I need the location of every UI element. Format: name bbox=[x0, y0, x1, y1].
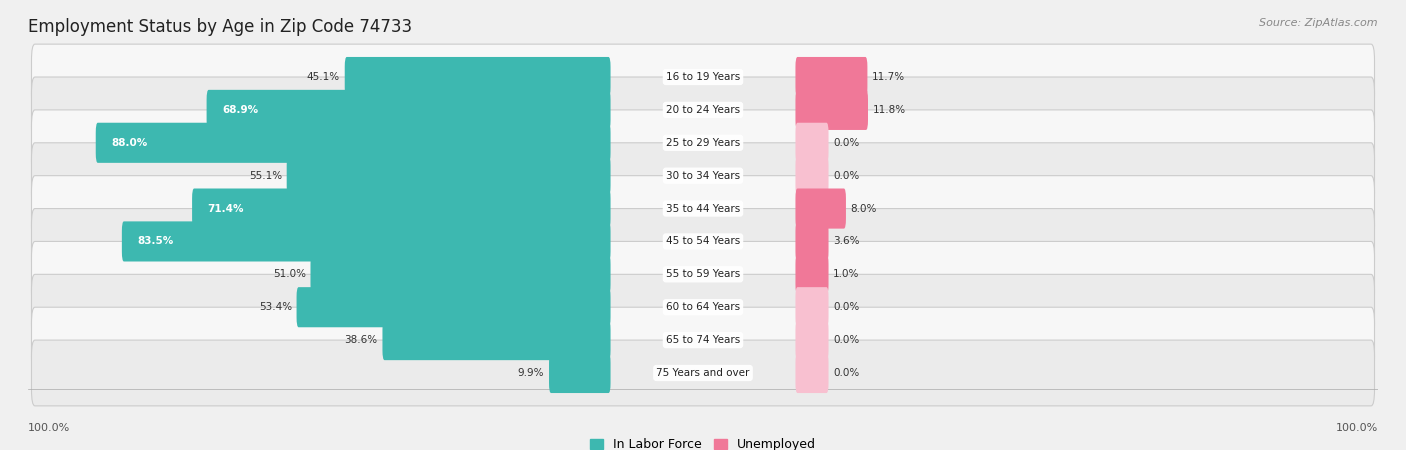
Text: 65 to 74 Years: 65 to 74 Years bbox=[666, 335, 740, 345]
Text: 55 to 59 Years: 55 to 59 Years bbox=[666, 270, 740, 279]
Text: 30 to 34 Years: 30 to 34 Years bbox=[666, 171, 740, 180]
Text: 0.0%: 0.0% bbox=[834, 171, 859, 180]
Text: 35 to 44 Years: 35 to 44 Years bbox=[666, 203, 740, 214]
Text: 100.0%: 100.0% bbox=[28, 423, 70, 433]
Text: 51.0%: 51.0% bbox=[273, 270, 305, 279]
FancyBboxPatch shape bbox=[796, 287, 828, 327]
FancyBboxPatch shape bbox=[796, 353, 828, 393]
FancyBboxPatch shape bbox=[31, 110, 1375, 176]
Text: 0.0%: 0.0% bbox=[834, 302, 859, 312]
FancyBboxPatch shape bbox=[122, 221, 610, 261]
FancyBboxPatch shape bbox=[31, 77, 1375, 143]
Text: 16 to 19 Years: 16 to 19 Years bbox=[666, 72, 740, 82]
Text: 100.0%: 100.0% bbox=[1336, 423, 1378, 433]
FancyBboxPatch shape bbox=[796, 254, 828, 294]
FancyBboxPatch shape bbox=[31, 176, 1375, 242]
FancyBboxPatch shape bbox=[31, 44, 1375, 110]
Text: 71.4%: 71.4% bbox=[208, 203, 245, 214]
Text: 45 to 54 Years: 45 to 54 Years bbox=[666, 236, 740, 247]
FancyBboxPatch shape bbox=[297, 287, 610, 327]
Text: 25 to 29 Years: 25 to 29 Years bbox=[666, 138, 740, 148]
Text: 20 to 24 Years: 20 to 24 Years bbox=[666, 105, 740, 115]
Text: Source: ZipAtlas.com: Source: ZipAtlas.com bbox=[1260, 18, 1378, 28]
Text: Employment Status by Age in Zip Code 74733: Employment Status by Age in Zip Code 747… bbox=[28, 18, 412, 36]
Text: 9.9%: 9.9% bbox=[517, 368, 544, 378]
FancyBboxPatch shape bbox=[31, 307, 1375, 373]
Text: 11.8%: 11.8% bbox=[873, 105, 905, 115]
Text: 53.4%: 53.4% bbox=[259, 302, 292, 312]
FancyBboxPatch shape bbox=[344, 57, 610, 97]
Text: 38.6%: 38.6% bbox=[344, 335, 378, 345]
FancyBboxPatch shape bbox=[796, 90, 868, 130]
FancyBboxPatch shape bbox=[31, 274, 1375, 340]
Text: 3.6%: 3.6% bbox=[834, 236, 859, 247]
Text: 0.0%: 0.0% bbox=[834, 335, 859, 345]
FancyBboxPatch shape bbox=[31, 143, 1375, 208]
FancyBboxPatch shape bbox=[796, 57, 868, 97]
FancyBboxPatch shape bbox=[796, 320, 828, 360]
Text: 68.9%: 68.9% bbox=[222, 105, 259, 115]
FancyBboxPatch shape bbox=[796, 189, 846, 229]
Text: 8.0%: 8.0% bbox=[851, 203, 877, 214]
FancyBboxPatch shape bbox=[311, 254, 610, 294]
Text: 55.1%: 55.1% bbox=[249, 171, 283, 180]
FancyBboxPatch shape bbox=[193, 189, 610, 229]
Text: 11.7%: 11.7% bbox=[872, 72, 905, 82]
Text: 45.1%: 45.1% bbox=[307, 72, 340, 82]
FancyBboxPatch shape bbox=[382, 320, 610, 360]
FancyBboxPatch shape bbox=[31, 340, 1375, 406]
FancyBboxPatch shape bbox=[796, 123, 828, 163]
Text: 75 Years and over: 75 Years and over bbox=[657, 368, 749, 378]
FancyBboxPatch shape bbox=[548, 353, 610, 393]
FancyBboxPatch shape bbox=[96, 123, 610, 163]
Text: 0.0%: 0.0% bbox=[834, 368, 859, 378]
Text: 60 to 64 Years: 60 to 64 Years bbox=[666, 302, 740, 312]
FancyBboxPatch shape bbox=[796, 221, 828, 261]
FancyBboxPatch shape bbox=[31, 208, 1375, 274]
FancyBboxPatch shape bbox=[31, 242, 1375, 307]
FancyBboxPatch shape bbox=[207, 90, 610, 130]
Legend: In Labor Force, Unemployed: In Labor Force, Unemployed bbox=[591, 438, 815, 450]
Text: 0.0%: 0.0% bbox=[834, 138, 859, 148]
FancyBboxPatch shape bbox=[287, 156, 610, 196]
FancyBboxPatch shape bbox=[796, 156, 828, 196]
Text: 1.0%: 1.0% bbox=[834, 270, 859, 279]
Text: 88.0%: 88.0% bbox=[111, 138, 148, 148]
Text: 83.5%: 83.5% bbox=[138, 236, 173, 247]
